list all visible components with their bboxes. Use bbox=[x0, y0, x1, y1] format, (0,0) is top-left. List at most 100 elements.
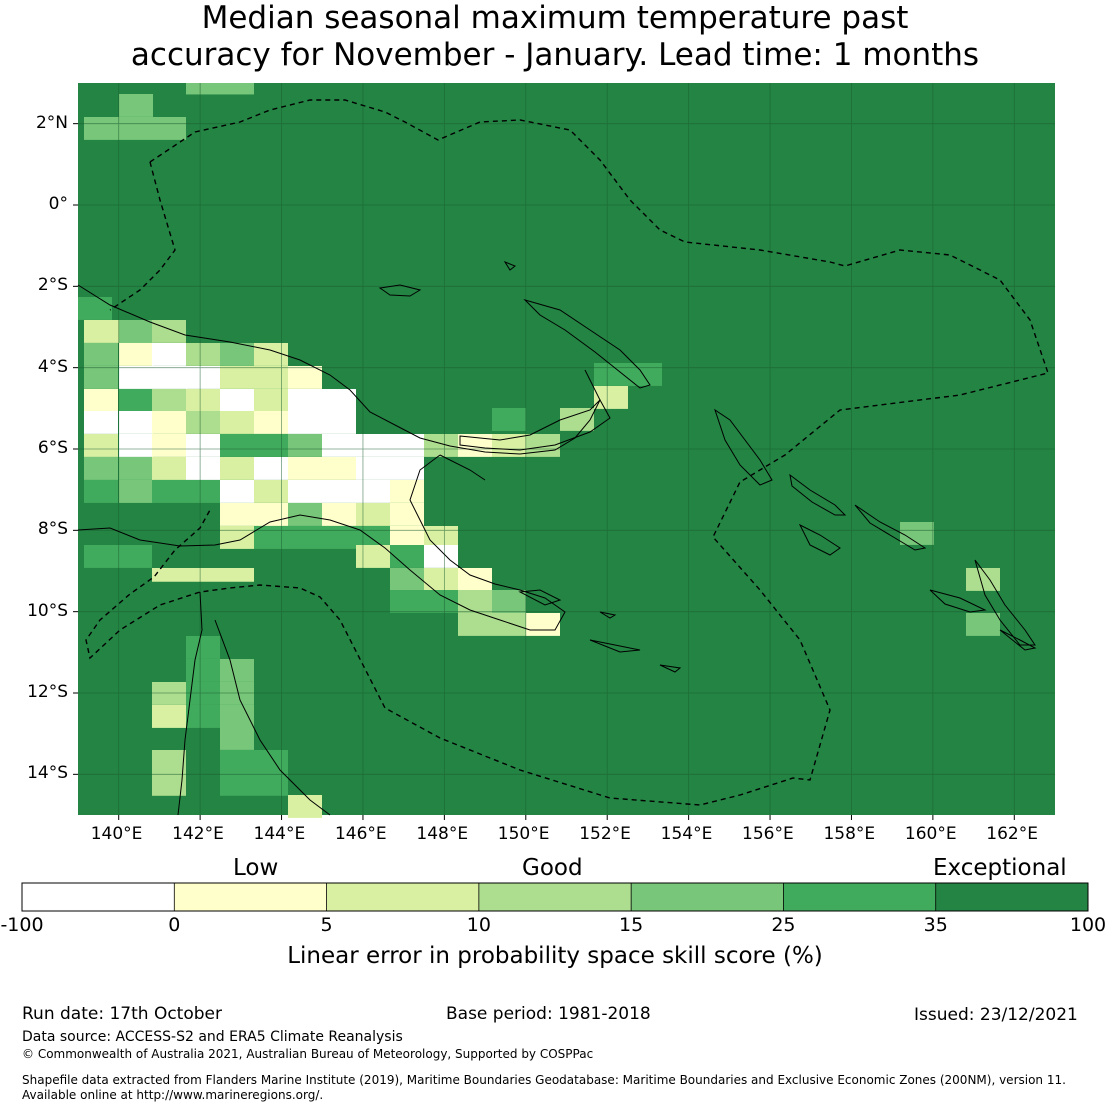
skill-cell bbox=[356, 503, 390, 526]
x-axis-ticks bbox=[118, 815, 1015, 820]
run-date: Run date: 17th October bbox=[22, 1004, 222, 1024]
skill-cell bbox=[186, 659, 220, 682]
skill-cells bbox=[78, 83, 1000, 818]
colorbar-tick-label: 15 bbox=[619, 914, 644, 936]
skill-cell bbox=[119, 366, 187, 389]
skill-cell bbox=[78, 297, 112, 320]
skill-cell bbox=[84, 343, 118, 366]
skill-cell bbox=[186, 682, 220, 705]
woodlark bbox=[659, 664, 682, 673]
skill-cell bbox=[390, 545, 424, 568]
malaita bbox=[974, 559, 1036, 646]
skill-cell bbox=[220, 682, 254, 705]
bougainville bbox=[714, 408, 773, 486]
new-guinea-north-coast bbox=[77, 284, 601, 455]
dentrecasteaux bbox=[518, 589, 562, 606]
y-tick-label: 4°S bbox=[37, 356, 68, 377]
shapefile-credit-line1: Shapefile data extracted from Flanders M… bbox=[22, 1073, 1066, 1087]
category-good: Good bbox=[522, 855, 583, 881]
skill-cell bbox=[186, 83, 254, 95]
skill-cell bbox=[288, 366, 322, 389]
skill-cell bbox=[220, 389, 254, 412]
skill-cell bbox=[119, 320, 153, 343]
skill-cell bbox=[424, 434, 458, 457]
skill-cell bbox=[390, 503, 424, 526]
skill-cell bbox=[458, 613, 526, 636]
new-britain bbox=[459, 399, 611, 451]
papua-peninsula bbox=[439, 454, 486, 481]
skill-cell bbox=[152, 343, 186, 366]
choiseul bbox=[789, 473, 847, 516]
skill-cell bbox=[152, 750, 186, 796]
colorbar-band bbox=[326, 883, 479, 911]
colorbar-frame bbox=[21, 882, 1089, 912]
skill-cell bbox=[424, 545, 458, 568]
skill-cell bbox=[390, 526, 424, 549]
skill-cell bbox=[220, 705, 254, 728]
skill-cell bbox=[322, 503, 356, 526]
cape-york bbox=[177, 591, 203, 816]
colorbar-title: Linear error in probability space skill … bbox=[287, 943, 823, 969]
skill-cell bbox=[152, 682, 186, 705]
skill-cell bbox=[220, 457, 254, 480]
skill-cell bbox=[458, 568, 492, 591]
eez-boundary-west bbox=[109, 161, 176, 311]
y-tick-label: 2°S bbox=[37, 275, 68, 296]
x-tick-label: 142°E bbox=[172, 824, 224, 844]
skill-cell bbox=[84, 366, 118, 389]
colorbar-band bbox=[631, 883, 784, 911]
skill-cell bbox=[288, 795, 322, 818]
colorbar-band bbox=[783, 883, 936, 911]
skill-cell bbox=[220, 434, 288, 457]
skill-cell bbox=[119, 480, 153, 503]
skill-cell bbox=[390, 590, 458, 613]
x-tick-label: 160°E bbox=[904, 824, 957, 844]
skill-cell bbox=[186, 434, 220, 457]
skill-cell bbox=[119, 457, 153, 480]
skill-cell bbox=[594, 386, 628, 409]
y-tick-label: 10°S bbox=[27, 600, 68, 621]
skill-cell bbox=[186, 343, 220, 366]
new-guinea-south-coast bbox=[77, 454, 566, 631]
skill-cell bbox=[288, 389, 322, 412]
skill-cell bbox=[84, 434, 118, 457]
skill-cell bbox=[84, 480, 118, 503]
skill-cell bbox=[119, 389, 153, 412]
skill-cell bbox=[152, 457, 186, 480]
x-tick-label: 158°E bbox=[823, 824, 876, 844]
skill-cell bbox=[356, 457, 424, 480]
skill-cell bbox=[526, 613, 560, 636]
category-low: Low bbox=[233, 855, 279, 881]
colorbar-band bbox=[478, 883, 632, 911]
mussau bbox=[503, 260, 516, 271]
y-axis-ticks bbox=[73, 123, 78, 775]
skill-cell bbox=[186, 705, 220, 728]
skill-cell bbox=[288, 434, 322, 457]
x-tick-label: 156°E bbox=[742, 824, 794, 844]
y-tick-label: 14°S bbox=[27, 763, 68, 784]
skill-cell bbox=[492, 590, 526, 613]
x-tick-label: 154°E bbox=[660, 824, 713, 844]
base-period: Base period: 1981-2018 bbox=[446, 1004, 651, 1024]
colorbar-band bbox=[935, 883, 1088, 911]
y-tick-label: 8°S bbox=[37, 519, 68, 540]
skill-cell bbox=[254, 366, 288, 389]
y-tick-label: 6°S bbox=[37, 438, 68, 458]
x-tick-label: 152°E bbox=[579, 824, 631, 844]
skill-cell bbox=[119, 411, 153, 434]
skill-cell bbox=[220, 659, 254, 682]
santa-isabel bbox=[854, 504, 927, 551]
guadalcanal bbox=[929, 589, 987, 613]
chart-title-line1: Median seasonal maximum temperature past bbox=[201, 0, 909, 36]
skill-cell bbox=[390, 480, 424, 503]
colorbar-band bbox=[22, 883, 175, 911]
skill-cell bbox=[254, 480, 288, 503]
skill-cell bbox=[119, 94, 153, 117]
skill-cell bbox=[152, 320, 186, 343]
skill-cell bbox=[220, 750, 288, 796]
skill-cell bbox=[152, 705, 186, 728]
colorbar-tick-label: -100 bbox=[0, 914, 44, 936]
skill-cell bbox=[322, 389, 356, 412]
skill-cell bbox=[220, 480, 254, 503]
skill-cell bbox=[560, 408, 594, 431]
